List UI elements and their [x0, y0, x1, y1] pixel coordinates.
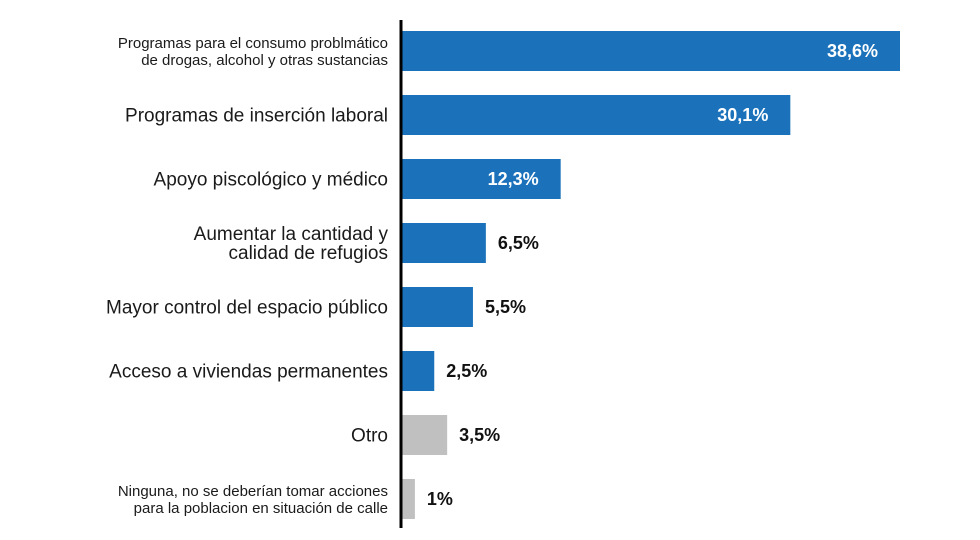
bars-group: [402, 31, 900, 519]
bar-7: [402, 479, 415, 519]
category-label-5: Acceso a viviendas permanentes: [109, 362, 388, 383]
value-label-3: 6,5%: [498, 233, 539, 253]
value-label-1: 30,1%: [717, 105, 768, 125]
value-label-4: 5,5%: [485, 297, 526, 317]
value-labels-group: 38,6% 30,1% 12,3% 6,5% 5,5% 2,5% 3,5% 1%: [427, 41, 878, 509]
value-label-7: 1%: [427, 489, 453, 509]
bar-3: [402, 223, 486, 263]
category-label-0: Programas para el consumo problmático de …: [118, 35, 388, 69]
category-label-4: Mayor control del espacio público: [106, 298, 388, 319]
bar-0: [402, 31, 900, 71]
category-label-3: Aumentar la cantidad y calidad de refugio…: [194, 224, 389, 264]
value-label-5: 2,5%: [446, 361, 487, 381]
bar-1: [402, 95, 791, 135]
bar-6: [402, 415, 448, 455]
category-label-1: Programas de inserción laboral: [125, 106, 388, 127]
value-label-0: 38,6%: [827, 41, 878, 61]
value-label-2: 12,3%: [488, 169, 539, 189]
category-label-2: Apoyo piscológico y médico: [154, 170, 388, 191]
bar-2: [402, 159, 561, 199]
category-label-7: Ninguna, no se deberían tomar acciones pa…: [118, 483, 388, 517]
bar-4: [402, 287, 473, 327]
bar-5: [402, 351, 435, 391]
value-label-6: 3,5%: [459, 425, 500, 445]
category-labels-group: Programas para el consumo problmático de …: [106, 35, 388, 517]
category-label-6: Otro: [351, 426, 388, 447]
